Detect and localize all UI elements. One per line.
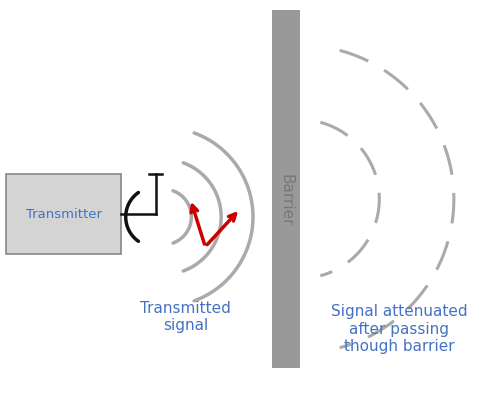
Text: Transmitter: Transmitter: [26, 208, 101, 221]
Text: Transmitted
signal: Transmitted signal: [140, 300, 231, 333]
Text: Barrier: Barrier: [278, 173, 293, 226]
Text: Signal attenuated
after passing
though barrier: Signal attenuated after passing though b…: [331, 303, 468, 353]
Bar: [7, 175, 121, 254]
Bar: [272, 11, 300, 368]
